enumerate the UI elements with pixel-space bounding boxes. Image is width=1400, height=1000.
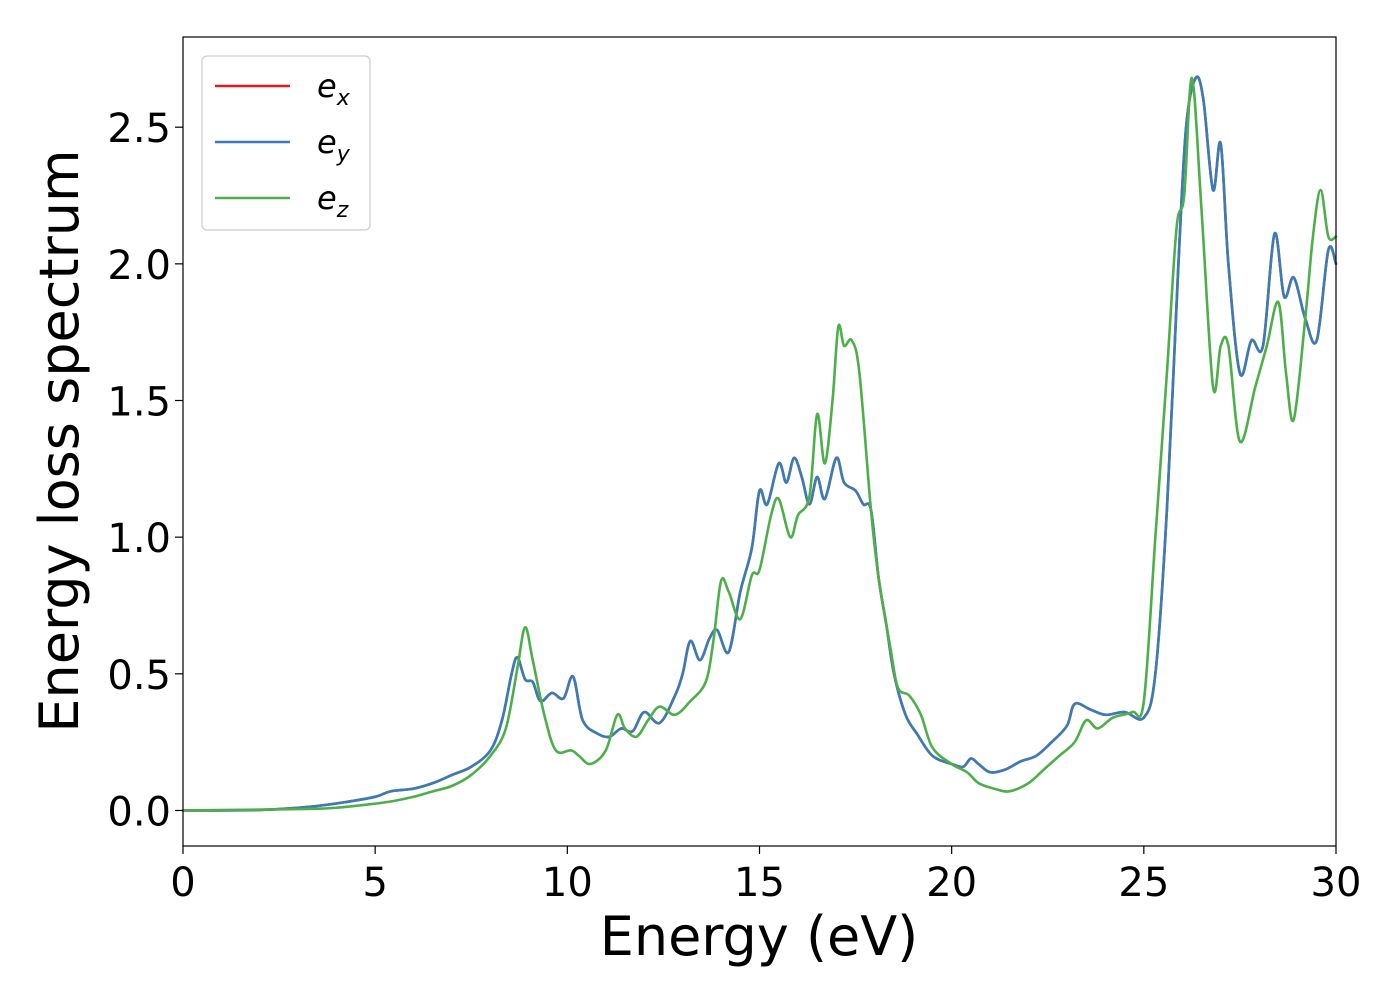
y-tick-label: 2.5 bbox=[107, 106, 171, 152]
x-axis-label: Energy (eV) bbox=[600, 905, 919, 968]
legend-label-y: ey bbox=[317, 123, 351, 167]
y-tick-label: 1.5 bbox=[107, 380, 171, 426]
y-tick-label: 1.0 bbox=[107, 516, 171, 562]
y-tick-label: 2.0 bbox=[107, 243, 171, 289]
legend-label-x: ex bbox=[317, 67, 351, 111]
x-tick-label: 5 bbox=[362, 860, 387, 906]
series-line-z bbox=[181, 76, 1338, 812]
y-tick-label: 0.5 bbox=[107, 653, 171, 699]
x-tick-label: 10 bbox=[542, 860, 593, 906]
x-axis: 0 5 10 15 20 25 30 bbox=[170, 846, 1361, 906]
legend: ex ey ez bbox=[201, 55, 371, 231]
legend-label-z: ez bbox=[317, 179, 349, 223]
y-axis-label: Energy loss spectrum bbox=[28, 149, 91, 732]
series-layer bbox=[181, 75, 1338, 812]
y-tick-label: 0.0 bbox=[107, 789, 171, 835]
y-axis: 0.0 0.5 1.0 1.5 2.0 2.5 bbox=[107, 106, 183, 835]
x-tick-label: 15 bbox=[734, 860, 785, 906]
x-tick-label: 0 bbox=[170, 860, 195, 906]
series-line-y bbox=[181, 75, 1338, 812]
x-tick-label: 30 bbox=[1311, 860, 1362, 906]
x-tick-label: 20 bbox=[926, 860, 977, 906]
x-tick-label: 25 bbox=[1118, 860, 1169, 906]
plot-area bbox=[183, 37, 1336, 846]
